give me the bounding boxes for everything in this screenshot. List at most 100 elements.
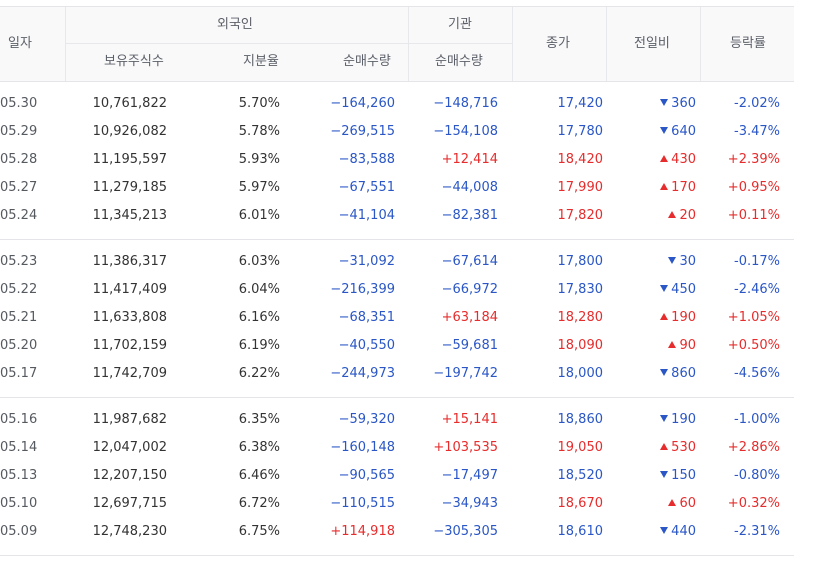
foreign-net-cell: −160,148 bbox=[330, 440, 395, 455]
ratio-cell: 5.93% bbox=[238, 152, 280, 167]
inst-net-cell: −154,108 bbox=[433, 124, 498, 139]
change-value: 450 bbox=[671, 282, 696, 297]
close-price-cell: 18,670 bbox=[557, 496, 604, 511]
rate-cell: +2.39% bbox=[727, 152, 780, 167]
change-cell: 530 bbox=[660, 434, 696, 462]
change-value: 860 bbox=[671, 366, 696, 381]
rate-cell: -3.47% bbox=[734, 124, 780, 139]
foreign-net-cell: −110,515 bbox=[330, 496, 395, 511]
ratio-cell: 6.04% bbox=[238, 282, 280, 297]
change-cell: 20 bbox=[668, 202, 696, 230]
rate-cell: -0.80% bbox=[734, 468, 780, 483]
foreign-net-cell: −40,550 bbox=[338, 338, 395, 353]
ratio-cell: 5.78% bbox=[238, 124, 280, 139]
triangle-up-icon bbox=[668, 341, 677, 348]
change-cell: 860 bbox=[660, 360, 696, 388]
foreign-net-cell: −83,588 bbox=[338, 152, 395, 167]
close-price-cell: 17,800 bbox=[557, 254, 604, 269]
change-cell: 90 bbox=[668, 332, 696, 360]
date-cell: 05.20 bbox=[0, 338, 38, 353]
table-body: 05.30 10,761,822 5.70% −164,260 −148,716 17,4… bbox=[0, 82, 794, 556]
header-ratio: 지분율 bbox=[243, 54, 279, 69]
change-cell: 190 bbox=[660, 406, 696, 434]
table-row: 05.17 11,742,709 6.22% −244,973 −197,742 18,0… bbox=[0, 360, 794, 388]
date-cell: 05.28 bbox=[0, 152, 38, 167]
triangle-up-icon bbox=[660, 155, 669, 162]
change-value: 60 bbox=[679, 496, 696, 511]
header-change: 전일비 bbox=[634, 36, 670, 51]
triangle-down-icon bbox=[668, 257, 677, 264]
foreign-net-cell: −68,351 bbox=[338, 310, 395, 325]
close-price-cell: 18,000 bbox=[557, 366, 604, 381]
change-value: 360 bbox=[671, 96, 696, 111]
triangle-down-icon bbox=[660, 415, 669, 422]
rate-cell: -0.17% bbox=[734, 254, 780, 269]
ratio-cell: 6.19% bbox=[238, 338, 280, 353]
change-value: 190 bbox=[671, 412, 696, 427]
holdings-cell: 12,697,715 bbox=[92, 496, 167, 511]
date-cell: 05.17 bbox=[0, 366, 38, 381]
holdings-cell: 11,345,213 bbox=[92, 208, 167, 223]
holdings-cell: 11,195,597 bbox=[92, 152, 167, 167]
triangle-down-icon bbox=[660, 99, 669, 106]
foreign-net-cell: −90,565 bbox=[338, 468, 395, 483]
rate-cell: +0.95% bbox=[727, 180, 780, 195]
ratio-cell: 5.70% bbox=[238, 96, 280, 111]
close-price-cell: 18,860 bbox=[557, 412, 604, 427]
ratio-cell: 6.72% bbox=[238, 496, 280, 511]
inst-net-cell: −44,008 bbox=[441, 180, 498, 195]
rate-cell: -2.31% bbox=[734, 524, 780, 539]
inst-net-cell: +103,535 bbox=[433, 440, 498, 455]
table-row: 05.27 11,279,185 5.97% −67,551 −44,008 17,990… bbox=[0, 174, 794, 202]
investor-trading-table: 일자 외국인 기관 보유주식수 지분율 순매수량 순매수량 종가 전일비 등락률… bbox=[0, 6, 794, 556]
foreign-net-cell: −164,260 bbox=[330, 96, 395, 111]
date-cell: 05.22 bbox=[0, 282, 38, 297]
triangle-down-icon bbox=[660, 369, 669, 376]
change-cell: 640 bbox=[660, 118, 696, 146]
inst-net-cell: −82,381 bbox=[441, 208, 498, 223]
rate-cell: +0.11% bbox=[727, 208, 780, 223]
ratio-cell: 6.38% bbox=[238, 440, 280, 455]
rate-cell: -2.02% bbox=[734, 96, 780, 111]
inst-net-cell: −17,497 bbox=[441, 468, 498, 483]
triangle-down-icon bbox=[660, 527, 669, 534]
triangle-up-icon bbox=[668, 499, 677, 506]
triangle-down-icon bbox=[660, 471, 669, 478]
holdings-cell: 11,702,159 bbox=[92, 338, 167, 353]
ratio-cell: 6.16% bbox=[238, 310, 280, 325]
date-cell: 05.29 bbox=[0, 124, 38, 139]
foreign-net-cell: −59,320 bbox=[338, 412, 395, 427]
row-group: 05.23 11,386,317 6.03% −31,092 −67,614 17,800… bbox=[0, 240, 794, 398]
rate-cell: -2.46% bbox=[734, 282, 780, 297]
inst-net-cell: −66,972 bbox=[441, 282, 498, 297]
inst-net-cell: −59,681 bbox=[441, 338, 498, 353]
change-cell: 190 bbox=[660, 304, 696, 332]
change-value: 20 bbox=[679, 208, 696, 223]
inst-net-cell: +12,414 bbox=[441, 152, 498, 167]
table-row: 05.29 10,926,082 5.78% −269,515 −154,108 17,7… bbox=[0, 118, 794, 146]
rate-cell: -4.56% bbox=[734, 366, 780, 381]
inst-net-cell: −67,614 bbox=[441, 254, 498, 269]
date-cell: 05.10 bbox=[0, 496, 38, 511]
table-row: 05.23 11,386,317 6.03% −31,092 −67,614 17,800… bbox=[0, 248, 794, 276]
date-cell: 05.21 bbox=[0, 310, 38, 325]
close-price-cell: 17,780 bbox=[557, 124, 604, 139]
change-cell: 60 bbox=[668, 490, 696, 518]
ratio-cell: 6.35% bbox=[238, 412, 280, 427]
change-cell: 360 bbox=[660, 90, 696, 118]
triangle-up-icon bbox=[660, 313, 669, 320]
row-group: 05.16 11,987,682 6.35% −59,320 +15,141 18,860… bbox=[0, 398, 794, 556]
date-cell: 05.30 bbox=[0, 96, 38, 111]
inst-net-cell: −197,742 bbox=[433, 366, 498, 381]
change-value: 440 bbox=[671, 524, 696, 539]
foreign-net-cell: −67,551 bbox=[338, 180, 395, 195]
holdings-cell: 10,761,822 bbox=[92, 96, 167, 111]
date-cell: 05.24 bbox=[0, 208, 38, 223]
header-foreign: 외국인 bbox=[217, 17, 253, 32]
date-cell: 05.23 bbox=[0, 254, 38, 269]
close-price-cell: 18,280 bbox=[557, 310, 604, 325]
table-row: 05.16 11,987,682 6.35% −59,320 +15,141 18,860… bbox=[0, 406, 794, 434]
holdings-cell: 11,386,317 bbox=[92, 254, 167, 269]
ratio-cell: 6.22% bbox=[238, 366, 280, 381]
triangle-down-icon bbox=[660, 127, 669, 134]
